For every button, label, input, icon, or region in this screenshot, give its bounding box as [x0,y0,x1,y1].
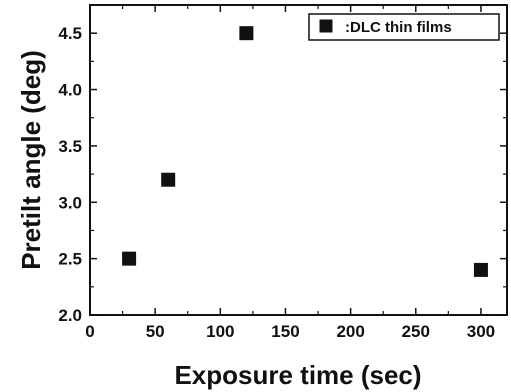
data-points [122,26,488,277]
data-point [122,251,137,266]
data-point [473,262,488,277]
data-point [239,26,254,41]
y-tick-label: 2.0 [58,306,82,325]
x-tick-label: 150 [271,322,299,341]
y-tick-label: 2.5 [58,250,82,269]
data-point [161,172,176,187]
y-tick-label: 4.0 [58,81,82,100]
legend-label: :DLC thin films [345,19,452,36]
x-tick-label: 0 [85,322,94,341]
x-tick-label: 300 [467,322,495,341]
x-tick-label: 200 [336,322,364,341]
x-tick-label: 250 [402,322,430,341]
y-axis-title: Pretilt angle (deg) [16,50,46,270]
legend-marker [319,19,333,33]
x-tick-label: 50 [146,322,165,341]
legend: :DLC thin films [308,13,500,41]
x-axis-title: Exposure time (sec) [174,360,421,390]
x-tick-label: 100 [206,322,234,341]
y-axis-ticks: 2.0 2.5 3.0 3.5 4.0 4.5 [58,24,507,325]
legend-box [308,13,500,41]
y-tick-label: 4.5 [58,24,82,43]
y-tick-label: 3.5 [58,137,82,156]
x-axis-ticks: 0 50 100 150 200 250 300 [85,5,495,341]
plot-frame [89,4,508,316]
y-tick-label: 3.0 [58,193,82,212]
